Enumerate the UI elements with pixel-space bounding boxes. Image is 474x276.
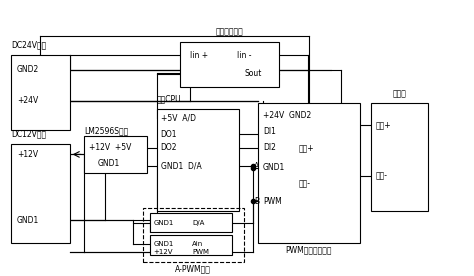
Bar: [181, 42, 279, 87]
Text: 推进器: 推进器: [392, 89, 407, 98]
Text: LM2596S芯片: LM2596S芯片: [84, 127, 128, 136]
Text: +12V: +12V: [154, 250, 173, 255]
Text: Sout: Sout: [244, 69, 262, 78]
Text: PWM: PWM: [192, 250, 209, 255]
Text: GND1: GND1: [263, 163, 285, 172]
Text: GND1  D/A: GND1 D/A: [161, 162, 201, 171]
Text: DC12V电源: DC12V电源: [11, 129, 46, 138]
Text: +12V  +5V: +12V +5V: [89, 143, 131, 152]
Text: Iin +: Iin +: [190, 51, 208, 60]
Text: Iin -: Iin -: [237, 51, 252, 60]
Text: DO2: DO2: [161, 143, 177, 152]
Text: DI1: DI1: [263, 127, 276, 136]
Bar: [84, 136, 147, 173]
Bar: [150, 213, 232, 232]
Text: DC24V电源: DC24V电源: [11, 41, 46, 50]
Text: A-PWM模块: A-PWM模块: [175, 264, 211, 274]
Text: GND1: GND1: [17, 216, 39, 225]
Text: Ain: Ain: [192, 241, 203, 247]
Text: +12V: +12V: [17, 150, 38, 159]
Text: B: B: [255, 197, 260, 206]
Text: +24V  GND2: +24V GND2: [263, 111, 311, 120]
Text: GND2: GND2: [17, 65, 39, 74]
Text: DI2: DI2: [263, 143, 276, 152]
Text: DO1: DO1: [161, 130, 177, 139]
Text: 输出+: 输出+: [298, 143, 314, 152]
Bar: [157, 109, 239, 211]
Bar: [11, 55, 70, 130]
Bar: [371, 104, 428, 211]
Text: A: A: [255, 162, 260, 171]
Bar: [150, 235, 232, 255]
Text: GND1: GND1: [98, 159, 120, 168]
Bar: [143, 208, 244, 262]
Text: 电流检测模块: 电流检测模块: [216, 27, 244, 36]
Text: 输出-: 输出-: [298, 179, 310, 189]
Text: GND1: GND1: [154, 241, 174, 247]
Text: PWM功率放大模块: PWM功率放大模块: [285, 246, 332, 255]
Text: GND1: GND1: [154, 220, 174, 226]
Bar: [11, 144, 70, 243]
Text: PWM: PWM: [263, 197, 282, 206]
Text: 主控CPU: 主控CPU: [157, 94, 182, 104]
Text: D/A: D/A: [192, 220, 205, 226]
Text: +24V: +24V: [17, 96, 38, 105]
Text: +5V  A/D: +5V A/D: [161, 114, 196, 123]
Text: 电机+: 电机+: [376, 120, 392, 129]
Text: 电机-: 电机-: [376, 171, 388, 181]
Bar: [258, 104, 359, 243]
